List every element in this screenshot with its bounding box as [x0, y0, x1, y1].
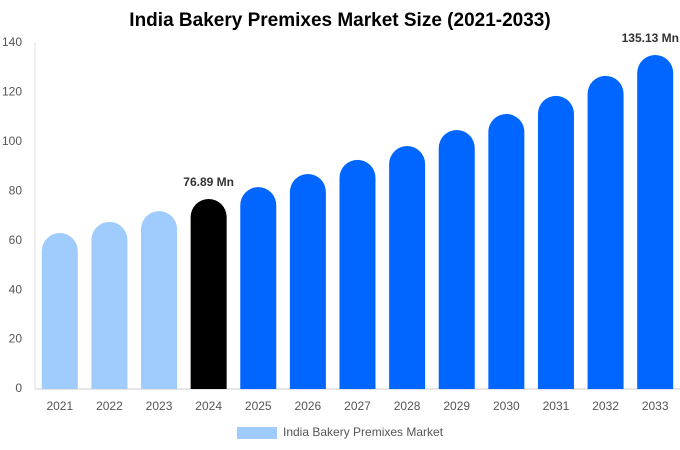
- bar: [190, 198, 227, 389]
- bar: [587, 75, 624, 390]
- bar: [141, 211, 178, 389]
- y-tick-label: 40: [9, 282, 23, 296]
- y-tick-label: 100: [2, 134, 22, 148]
- x-tick-label: 2031: [543, 399, 570, 413]
- bar: [91, 221, 128, 389]
- bar: [289, 173, 326, 389]
- bar: [240, 187, 277, 389]
- y-tick-label: 120: [2, 85, 22, 99]
- y-tick-label: 0: [15, 381, 22, 395]
- bar: [637, 55, 674, 389]
- bar: [41, 233, 78, 389]
- legend-label: India Bakery Premixes Market: [283, 425, 444, 439]
- x-tick-label: 2023: [146, 399, 173, 413]
- x-tick-label: 2029: [443, 399, 470, 413]
- legend-swatch: [237, 427, 277, 439]
- x-tick-label: 2022: [96, 399, 123, 413]
- x-tick-label: 2030: [493, 399, 520, 413]
- bar: [488, 113, 525, 390]
- x-tick-label: 2028: [394, 399, 421, 413]
- y-tick-label: 140: [2, 35, 22, 49]
- x-tick-label: 2027: [344, 399, 371, 413]
- bar: [389, 146, 426, 389]
- x-tick-label: 2032: [592, 399, 619, 413]
- bar: [339, 159, 376, 389]
- x-tick-label: 2021: [46, 399, 73, 413]
- y-tick-label: 20: [9, 332, 23, 346]
- y-tick-label: 60: [9, 233, 23, 247]
- value-label: 135.13 Mn: [622, 31, 679, 45]
- x-tick-label: 2033: [642, 399, 669, 413]
- bar: [438, 129, 475, 389]
- x-tick-label: 2024: [195, 399, 222, 413]
- chart-title: India Bakery Premixes Market Size (2021-…: [129, 10, 550, 31]
- value-label: 76.89 Mn: [183, 175, 234, 189]
- bar: [537, 95, 574, 389]
- y-tick-label: 80: [9, 183, 23, 197]
- x-tick-label: 2025: [245, 399, 272, 413]
- x-tick-label: 2026: [295, 399, 322, 413]
